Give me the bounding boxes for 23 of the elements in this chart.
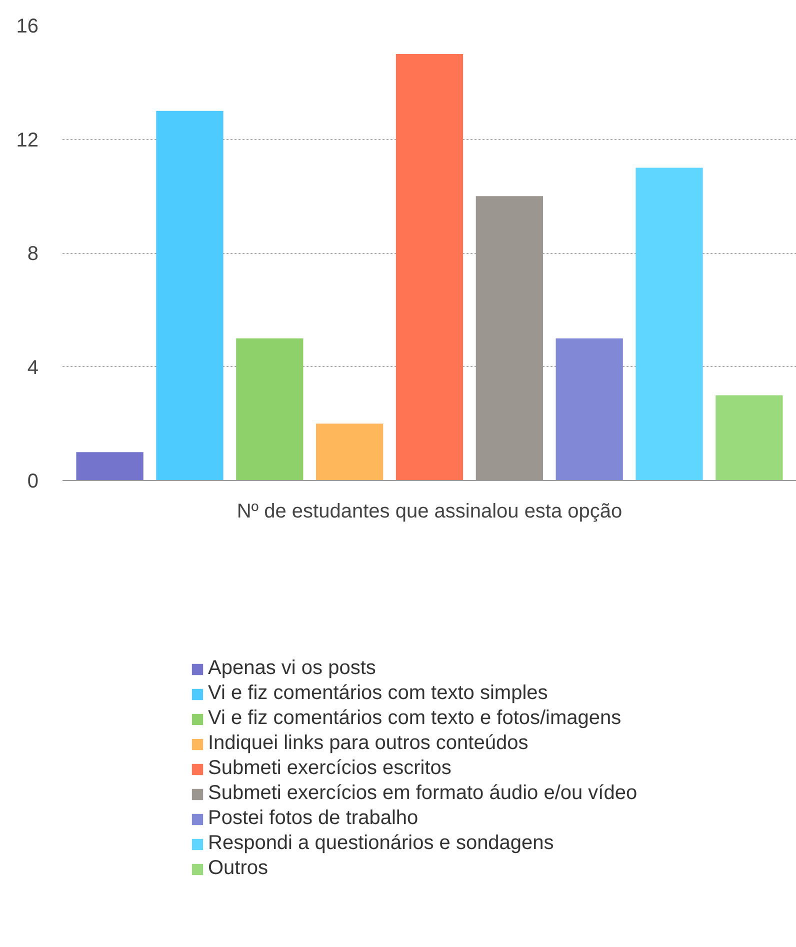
y-tick-label: 4 bbox=[27, 356, 38, 379]
legend-label: Vi e fiz comentários com texto e fotos/imagens bbox=[208, 707, 622, 730]
x-tick-label: Nº de estudantes que assinalou esta opção bbox=[236, 500, 622, 522]
y-tick-label: 12 bbox=[16, 129, 39, 152]
y-tick-label: 0 bbox=[27, 470, 38, 492]
legend-label: Submeti exercícios em formato áudio e/ou vídeo bbox=[208, 782, 638, 805]
legend-label: Postei fotos de trabalho bbox=[208, 807, 418, 830]
legend-label: Apenas vi os posts bbox=[208, 657, 376, 680]
bar bbox=[396, 54, 464, 480]
legend-label: Outros bbox=[208, 857, 268, 880]
bar bbox=[556, 338, 623, 480]
legend-label: Respondi a questionários e sondagens bbox=[208, 832, 554, 855]
legend-label: Submeti exercícios escritos bbox=[208, 757, 452, 780]
bar bbox=[236, 338, 304, 480]
legend-label: Vi e fiz comentários com texto simples bbox=[208, 682, 548, 705]
legend-label: Indiquei links para outros conteúdos bbox=[208, 732, 528, 755]
bar bbox=[156, 110, 224, 480]
bar bbox=[716, 395, 783, 480]
y-tick-label: 8 bbox=[27, 243, 38, 265]
y-tick-label: 16 bbox=[16, 16, 39, 38]
bar bbox=[636, 168, 703, 480]
bar bbox=[316, 424, 384, 480]
bar bbox=[76, 452, 144, 480]
